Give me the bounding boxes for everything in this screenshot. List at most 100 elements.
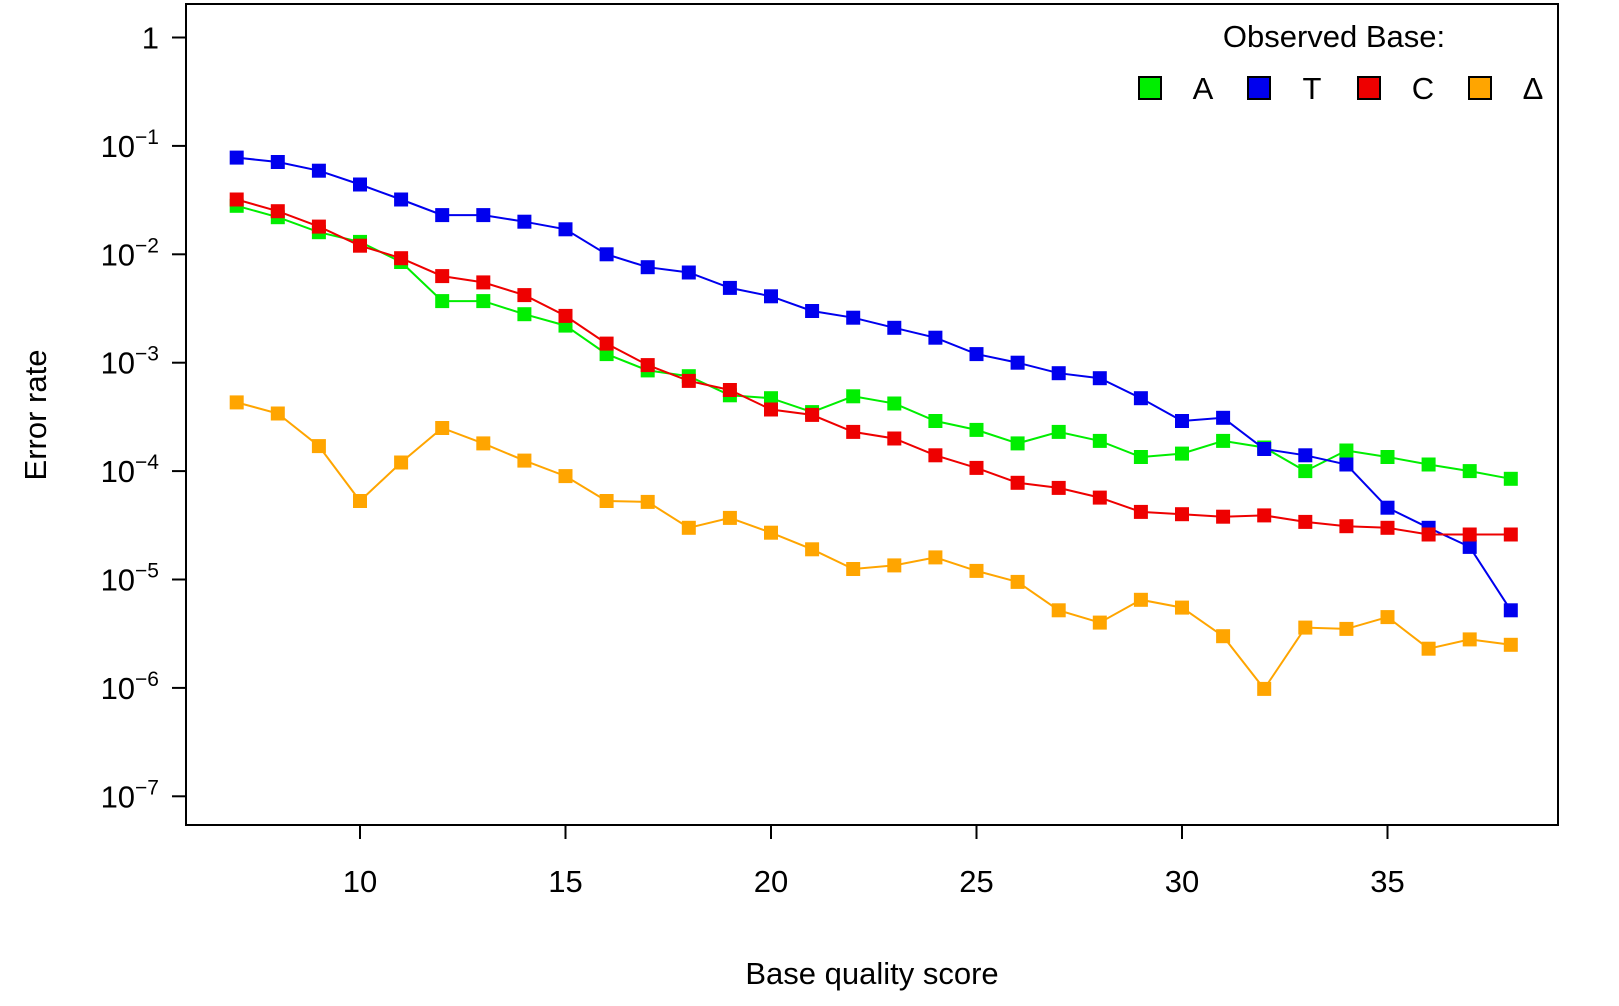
data-point [1339,621,1354,636]
data-point [1010,574,1025,589]
data-point [311,163,326,178]
series-4 [229,395,1518,696]
data-point [969,563,984,578]
data-point [1010,475,1025,490]
data-point [640,260,655,275]
data-point [1298,514,1313,529]
data-point [846,562,861,576]
data-point [394,251,409,266]
data-point [681,373,696,388]
x-axis: 10 15 20 25 30 35 [343,825,1405,899]
data-point [846,424,861,439]
plot-frame [185,3,1559,826]
data-point [1298,448,1313,463]
y-tick-label: 1 [142,21,159,56]
data-point [1010,436,1025,451]
data-point [1339,457,1354,472]
data-point [1380,500,1395,515]
data-point [1010,355,1025,370]
data-point [1133,450,1148,464]
data-point [640,494,655,509]
data-point [1462,539,1477,554]
data-point [517,307,532,322]
data-point [1462,464,1477,479]
x-tick-label: 15 [548,864,582,899]
data-point [1051,366,1066,381]
data-point [1216,410,1231,425]
data-point [1503,603,1518,618]
data-point [722,280,737,295]
legend-label: T [1303,71,1322,106]
y-tick-label: 10−2 [101,234,159,272]
legend: Observed Base: A T C Δ [1138,19,1544,106]
data-point [1503,471,1518,486]
data-point [353,494,367,508]
x-tick-label: 10 [343,864,377,899]
y-axis: 1 10−1 10−2 10−3 10−4 10−5 10−6 10−7 [101,21,186,814]
data-point [270,155,285,169]
series-layer [229,150,1518,696]
data-point [311,219,326,234]
data-point [229,150,244,165]
data-point [1421,457,1436,472]
data-point [1421,527,1436,542]
data-point [1092,371,1107,386]
series-line [236,204,1511,480]
data-point [558,222,573,237]
x-axis-title: Base quality score [745,956,998,991]
legend-label: A [1193,71,1214,106]
data-point [1175,414,1189,428]
data-point [1339,443,1354,458]
data-point [435,421,450,435]
data-point [599,494,614,508]
legend-label: Δ [1523,71,1544,106]
data-point [394,455,409,470]
data-point [887,396,902,411]
data-point [1216,509,1231,524]
data-point [805,542,820,557]
data-point [1257,681,1272,696]
data-point [969,460,984,475]
data-point [928,550,943,565]
data-point [805,304,820,318]
y-tick-label: 10−1 [101,126,159,164]
data-point [887,558,902,573]
y-axis-title: Error rate [18,350,53,481]
data-point [969,347,984,362]
data-point [270,204,285,219]
data-point [1257,508,1272,523]
data-point [599,336,614,351]
data-point [229,192,244,207]
data-point [722,510,737,525]
data-point [1133,504,1148,519]
data-point [681,520,696,535]
data-point [846,310,861,325]
data-point [1216,433,1231,448]
data-point [928,448,943,463]
data-point [887,431,902,446]
y-tick-label: 10−6 [101,668,159,706]
x-tick-label: 35 [1370,864,1404,899]
data-point [311,439,326,454]
data-point [1175,446,1189,461]
series-2 [229,150,1518,618]
data-point [681,265,696,280]
x-tick-label: 30 [1165,864,1199,899]
data-point [1380,610,1395,625]
data-point [1133,592,1148,607]
data-point [1503,637,1518,652]
data-point [1051,603,1066,618]
series-3 [229,192,1518,542]
data-point [1380,520,1395,535]
data-point [517,214,532,229]
x-tick-label: 25 [959,864,993,899]
data-point [805,407,820,422]
data-point [1257,442,1272,456]
data-point [476,294,491,309]
data-point [435,208,450,223]
data-point [640,358,655,373]
legend-swatch [1468,76,1492,100]
y-tick-label: 10−7 [101,776,159,814]
data-point [517,288,532,303]
